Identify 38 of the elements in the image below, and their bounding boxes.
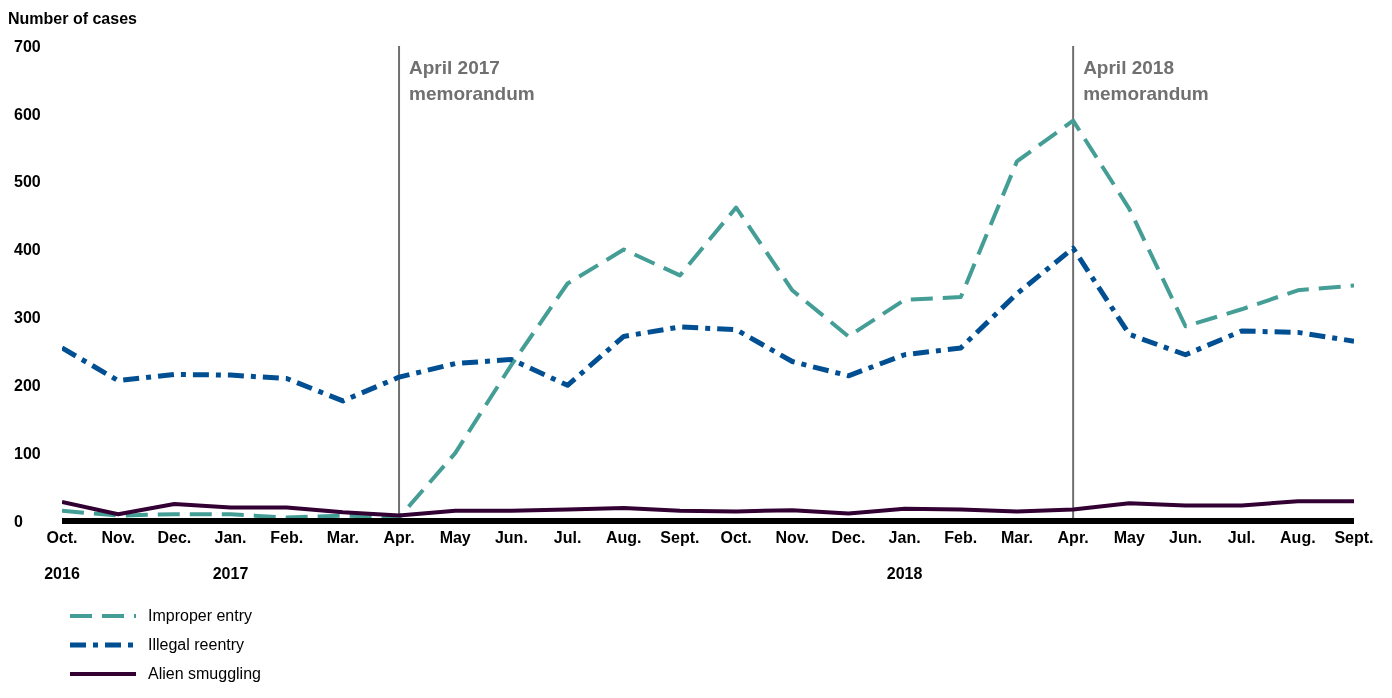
x-tick-label: Apr. <box>1057 529 1089 546</box>
x-tick-label: Jun. <box>1169 529 1202 546</box>
x-tick-label: Dec. <box>831 529 866 546</box>
legend-label: Alien smuggling <box>148 664 261 683</box>
x-tick-label: Jan. 2018 <box>886 529 923 582</box>
x-tick-label: Nov. <box>775 529 809 546</box>
y-tick-label: 400 <box>14 241 41 259</box>
x-tick-label: May <box>439 529 471 546</box>
ref-line-label: April 2017 memorandum <box>409 57 535 104</box>
x-tick-label: Oct. 2016 <box>44 529 80 582</box>
y-tick-label: 500 <box>14 173 41 191</box>
y-axis-title: Number of cases <box>8 10 137 28</box>
x-tick-label: Aug. <box>1280 529 1316 546</box>
x-tick-label: Nov. <box>101 529 135 546</box>
x-tick-label: Dec. <box>157 529 192 546</box>
ref-line-label: April 2018 memorandum <box>1083 57 1209 104</box>
legend-label: Illegal reentry <box>148 635 245 654</box>
legend-label: Improper entry <box>148 606 253 625</box>
y-tick-label: 600 <box>14 105 41 123</box>
x-tick-label: Apr. <box>383 529 415 546</box>
y-tick-label: 300 <box>14 309 41 327</box>
x-tick-label: Jan. 2017 <box>212 529 249 582</box>
x-tick-label: Sept. <box>1334 529 1374 546</box>
y-tick-label: 200 <box>14 376 41 394</box>
x-tick-label: Jul. <box>553 529 582 546</box>
x-tick-label: Oct. <box>720 529 752 546</box>
x-tick-label: Sept. <box>660 529 700 546</box>
x-tick-label: Jul. <box>1227 529 1256 546</box>
y-tick-label: 0 <box>14 512 23 530</box>
y-tick-label: 700 <box>14 37 41 55</box>
x-tick-label: Mar. <box>1000 529 1033 546</box>
x-tick-label: Feb. <box>944 529 978 546</box>
y-tick-label: 100 <box>14 444 41 462</box>
x-tick-label: Mar. <box>326 529 359 546</box>
x-tick-label: Jun. <box>494 529 528 546</box>
x-tick-label: Aug. <box>605 529 642 546</box>
x-tick-label: Feb. <box>270 529 304 546</box>
x-tick-label: May <box>1113 529 1145 546</box>
